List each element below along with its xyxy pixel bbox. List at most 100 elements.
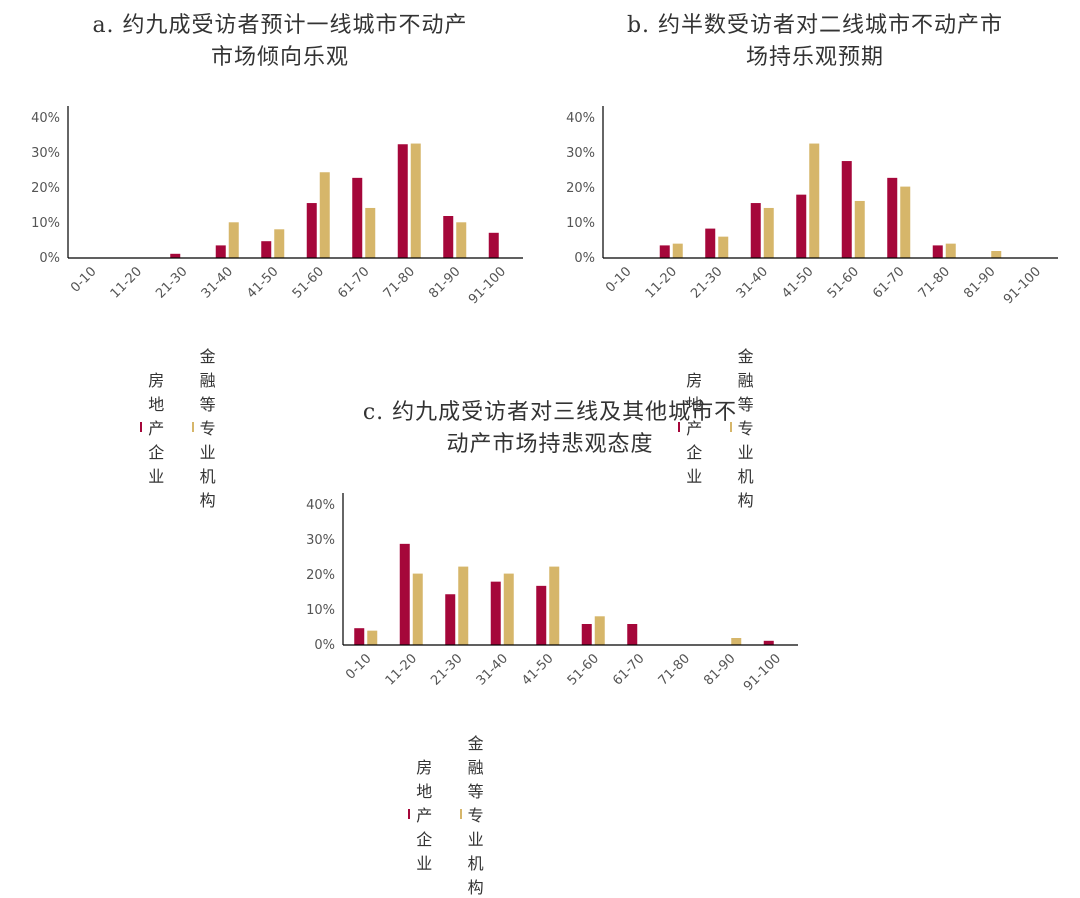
chart-c-bar-real-estate xyxy=(354,628,365,645)
legend-swatch-finance xyxy=(192,422,194,432)
chart-b-ytick-label: 30% xyxy=(566,146,595,161)
chart-a-xtick-label: 51-60 xyxy=(290,264,327,301)
chart-b-plot: 0% 10% 20% 30% 40% 0-10 11-20 21-30 31-40 41-50 51… xyxy=(566,106,1058,307)
chart-c-bar-real-estate xyxy=(445,594,456,645)
chart-a-xtick-label: 0-10 xyxy=(68,264,99,295)
legend-label-real-estate: 房地产企业 xyxy=(416,758,433,873)
chart-a-xtick-label: 91-100 xyxy=(466,264,509,307)
chart-b-legend: 房地产企业 金融等专业机构 xyxy=(678,343,760,511)
chart-b-bar-real-estate xyxy=(841,161,852,258)
chart-b-xtick-label: 21-30 xyxy=(688,264,725,301)
chart-a-xtick-label: 21-30 xyxy=(153,264,190,301)
chart-c-xtick-label: 51-60 xyxy=(565,651,602,688)
chart-a-bar-real-estate xyxy=(306,203,317,258)
chart-b-title: b. 约半数受访者对二线城市不动产市 场持乐观预期 xyxy=(626,13,1004,70)
chart-c-ytick-label: 0% xyxy=(314,638,335,653)
chart-a-xtick-label: 11-20 xyxy=(108,264,145,301)
legend-label-finance: 金融等专业机构 xyxy=(737,347,754,510)
chart-b-bar-real-estate xyxy=(796,194,807,258)
chart-a-bar-real-estate xyxy=(170,253,181,258)
chart-b-xtick-label: 71-80 xyxy=(916,264,953,301)
chart-a-xtick-label: 31-40 xyxy=(199,264,236,301)
chart-b-ytick-label: 0% xyxy=(574,251,595,266)
legend-swatch-finance xyxy=(730,422,732,432)
chart-a-bar-finance xyxy=(365,207,376,258)
chart-c-bar-real-estate xyxy=(627,624,638,645)
chart-b-xtick-label: 31-40 xyxy=(734,264,771,301)
chart-c-bar-finance xyxy=(731,638,742,645)
chart-c-bar-finance xyxy=(549,566,560,645)
chart-c-bar-finance xyxy=(367,630,378,645)
chart-a-ytick-label: 20% xyxy=(31,181,60,196)
chart-c-legend: 房地产企业 金融等专业机构 xyxy=(408,730,490,898)
legend-item-finance: 金融等专业机构 xyxy=(192,343,222,511)
legend-swatch-real-estate xyxy=(678,422,681,432)
chart-a-xtick-label: 41-50 xyxy=(244,264,281,301)
chart-b-bar-finance xyxy=(718,236,729,258)
chart-c-xtick-label: 11-20 xyxy=(383,651,420,688)
chart-c-bar-finance xyxy=(594,616,605,645)
chart-a-bar-real-estate xyxy=(261,241,272,258)
legend-label-real-estate: 房地产企业 xyxy=(148,371,165,486)
chart-a-bar-real-estate xyxy=(397,144,408,258)
chart-c-bar-real-estate xyxy=(763,640,774,645)
chart-b-bar-real-estate xyxy=(932,245,943,258)
chart-a-bar-finance xyxy=(228,222,239,258)
chart-b-xtick-label: 11-20 xyxy=(643,264,680,301)
legend-label-finance: 金融等专业机构 xyxy=(467,734,484,897)
chart-b-bar-finance xyxy=(854,200,865,258)
legend-swatch-finance xyxy=(460,809,462,819)
chart-a-bar-real-estate xyxy=(443,216,454,258)
chart-a-bar-finance xyxy=(274,229,285,258)
chart-b-xtick-label: 41-50 xyxy=(779,264,816,301)
chart-a-bar-real-estate xyxy=(352,177,363,258)
chart-c-bar-real-estate xyxy=(581,624,592,645)
chart-c-bar-real-estate xyxy=(399,543,410,645)
chart-b-ytick-label: 40% xyxy=(566,111,595,126)
legend-item-real-estate: 房地产企业 xyxy=(408,754,438,874)
chart-b-xtick-label: 0-10 xyxy=(603,264,634,295)
chart-c-xtick-label: 91-100 xyxy=(741,651,784,694)
chart-a-ytick-label: 30% xyxy=(31,146,60,161)
legend-label-real-estate: 房地产企业 xyxy=(686,371,703,486)
chart-a-ytick-label: 10% xyxy=(31,216,60,231)
legend-item-finance: 金融等专业机构 xyxy=(460,730,490,898)
legend-item-real-estate: 房地产企业 xyxy=(678,367,708,487)
chart-a-xtick-label: 61-70 xyxy=(335,264,372,301)
chart-b-bar-finance xyxy=(900,186,911,258)
chart-b-bar-finance xyxy=(945,243,956,258)
chart-a-ytick-label: 0% xyxy=(39,251,60,266)
chart-b-bar-finance xyxy=(809,143,820,258)
legend-swatch-real-estate xyxy=(140,422,143,432)
legend-swatch-real-estate xyxy=(408,809,411,819)
chart-c-ytick-label: 40% xyxy=(306,498,335,513)
chart-c-ytick-label: 10% xyxy=(306,603,335,618)
chart-c-xtick-label: 71-80 xyxy=(656,651,693,688)
chart-b-xtick-label: 61-70 xyxy=(870,264,907,301)
legend-item-finance: 金融等专业机构 xyxy=(730,343,760,511)
chart-a-plot: 0% 10% 20% 30% 40% 0-10 11-20 21-30 31-40 41-50 51… xyxy=(31,106,523,307)
chart-c-bar-finance xyxy=(458,566,469,645)
chart-c-xtick-label: 0-10 xyxy=(343,651,374,682)
chart-c-xtick-label: 41-50 xyxy=(519,651,556,688)
chart-c-xtick-label: 61-70 xyxy=(610,651,647,688)
chart-b-ytick-label: 20% xyxy=(566,181,595,196)
chart-c-bar-finance xyxy=(503,573,514,645)
chart-b-bar-finance xyxy=(763,207,774,258)
chart-b-bar-real-estate xyxy=(659,245,670,258)
chart-b-xtick-label: 51-60 xyxy=(825,264,862,301)
chart-a-legend: 房地产企业 金融等专业机构 xyxy=(140,343,222,511)
chart-c-title: c. 约九成受访者对三线及其他城市不 动产市场持悲观态度 xyxy=(362,400,738,457)
chart-a-xtick-label: 71-80 xyxy=(381,264,418,301)
chart-a-xtick-label: 81-90 xyxy=(426,264,463,301)
chart-a-bar-finance xyxy=(456,222,467,258)
chart-c-xtick-label: 81-90 xyxy=(701,651,738,688)
chart-a-bar-real-estate xyxy=(488,232,499,258)
chart-a-ytick-label: 40% xyxy=(31,111,60,126)
chart-c-xtick-label: 21-30 xyxy=(428,651,465,688)
chart-a-bar-finance xyxy=(410,143,421,258)
legend-label-finance: 金融等专业机构 xyxy=(199,347,216,510)
chart-b-bar-finance xyxy=(991,251,1002,258)
chart-b-bar-finance xyxy=(672,243,683,258)
chart-c-ytick-label: 20% xyxy=(306,568,335,583)
